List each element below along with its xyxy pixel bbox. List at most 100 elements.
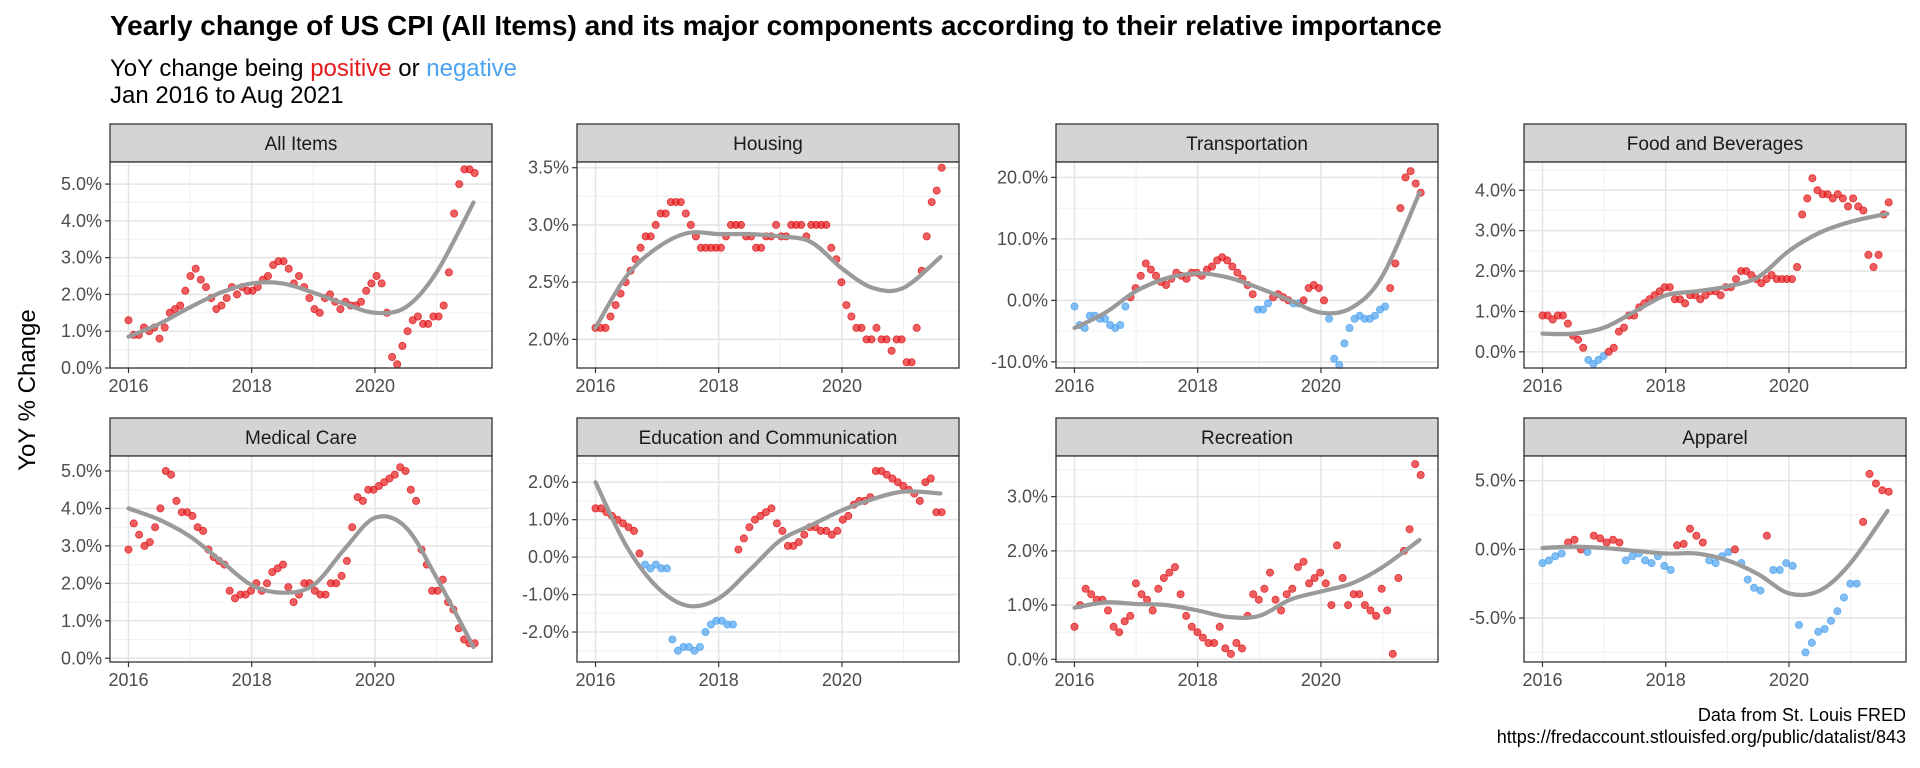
data-point	[241, 590, 250, 599]
data-point	[662, 564, 671, 573]
data-point	[1716, 291, 1725, 300]
data-point	[1271, 595, 1280, 604]
data-point	[1884, 198, 1893, 207]
panel-background	[110, 162, 492, 368]
data-point	[193, 523, 202, 532]
data-point	[1570, 535, 1579, 544]
facet-title: Apparel	[1682, 428, 1748, 449]
y-tick-label: 5.0%	[61, 461, 102, 481]
data-point	[1233, 268, 1242, 277]
data-point	[921, 478, 930, 487]
data-point	[342, 556, 351, 565]
y-tick-label: 1.0%	[528, 510, 569, 530]
x-tick-label: 2016	[1522, 670, 1562, 690]
facet-title: Education and Communication	[639, 428, 898, 449]
facet-all-items: All Items 0.0% 1.0% 2.0% 3.0% 4.0% 5.0% 2016 201…	[61, 123, 493, 396]
x-tick-label: 2016	[1054, 376, 1094, 396]
trend-line	[126, 506, 476, 650]
panel-background	[1524, 162, 1906, 368]
data-point	[750, 515, 759, 524]
data-point	[1226, 649, 1235, 658]
data-point	[1131, 579, 1140, 588]
data-point	[1333, 541, 1342, 550]
panel-border	[1523, 455, 1907, 663]
data-point	[668, 635, 677, 644]
data-point	[1264, 299, 1273, 308]
data-point	[842, 301, 851, 310]
chart-caption: Data from St. Louis FRED https://fredacc…	[1497, 704, 1906, 748]
x-tick-label: 2016	[575, 670, 615, 690]
facet-strip	[576, 417, 960, 457]
data-point	[1599, 351, 1608, 360]
data-point	[1165, 568, 1174, 577]
data-point	[932, 186, 941, 195]
panel-background	[577, 456, 959, 662]
data-point	[1827, 616, 1836, 625]
data-point	[413, 312, 422, 321]
data-point	[1260, 584, 1269, 593]
data-point	[201, 283, 210, 292]
x-tick-label: 2016	[1054, 670, 1094, 690]
data-point	[827, 530, 836, 539]
data-point	[450, 209, 459, 218]
data-point	[1087, 590, 1096, 599]
data-point	[406, 485, 415, 494]
data-point	[1338, 574, 1347, 583]
trend-line	[593, 480, 943, 609]
data-point	[1584, 355, 1593, 364]
data-point	[1171, 563, 1180, 572]
y-tick-label: 0.0%	[1475, 539, 1516, 559]
data-point	[1681, 299, 1690, 308]
data-point	[222, 294, 231, 303]
panel-background	[1056, 162, 1438, 368]
data-point	[1182, 611, 1191, 620]
facet-recreation: Recreation 0.0% 1.0% 2.0% 3.0% 2016 2018 2020	[1007, 417, 1439, 690]
data-point	[1801, 648, 1810, 657]
data-point	[1808, 174, 1817, 183]
data-point	[778, 526, 787, 535]
data-point	[822, 220, 831, 229]
data-point	[1176, 590, 1185, 599]
data-point	[927, 198, 936, 207]
facet-title: Medical Care	[245, 428, 357, 449]
data-point	[1266, 568, 1275, 577]
facet-title: Housing	[733, 134, 803, 155]
data-point	[151, 523, 160, 532]
y-tick-label: 3.0%	[61, 248, 102, 268]
data-point	[897, 335, 906, 344]
data-point	[1743, 575, 1752, 584]
data-point	[661, 209, 670, 218]
trend-line	[1540, 211, 1890, 337]
data-point	[838, 515, 847, 524]
data-point	[686, 220, 695, 229]
data-point	[745, 523, 754, 532]
data-point	[1258, 305, 1267, 314]
panel-background	[1524, 456, 1906, 662]
data-point	[1406, 167, 1415, 176]
data-point	[470, 168, 479, 177]
y-tick-label: 4.0%	[61, 498, 102, 518]
data-point	[882, 470, 891, 479]
data-point	[1411, 460, 1420, 469]
data-point	[348, 523, 357, 532]
data-point	[1141, 259, 1150, 268]
y-tick-label: 2.0%	[528, 329, 569, 349]
y-tick-label: 0.0%	[1475, 342, 1516, 362]
data-point	[284, 264, 293, 273]
data-point	[636, 243, 645, 252]
data-point	[336, 305, 345, 314]
data-point	[332, 579, 341, 588]
data-point	[844, 511, 853, 520]
data-point	[1756, 586, 1765, 595]
facet-transportation: Transportation -10.0% 0.0% 10.0% 20.0% 2016 20…	[991, 123, 1439, 396]
data-point	[827, 243, 836, 252]
x-tick-label: 2018	[699, 376, 739, 396]
facet-title: Food and Beverages	[1627, 134, 1803, 155]
data-point	[867, 335, 876, 344]
data-point	[167, 470, 176, 479]
data-point	[176, 301, 185, 310]
data-point	[888, 474, 897, 483]
chart-subtitle: YoY change being positive or negative Ja…	[110, 55, 517, 109]
data-point	[1386, 284, 1395, 293]
